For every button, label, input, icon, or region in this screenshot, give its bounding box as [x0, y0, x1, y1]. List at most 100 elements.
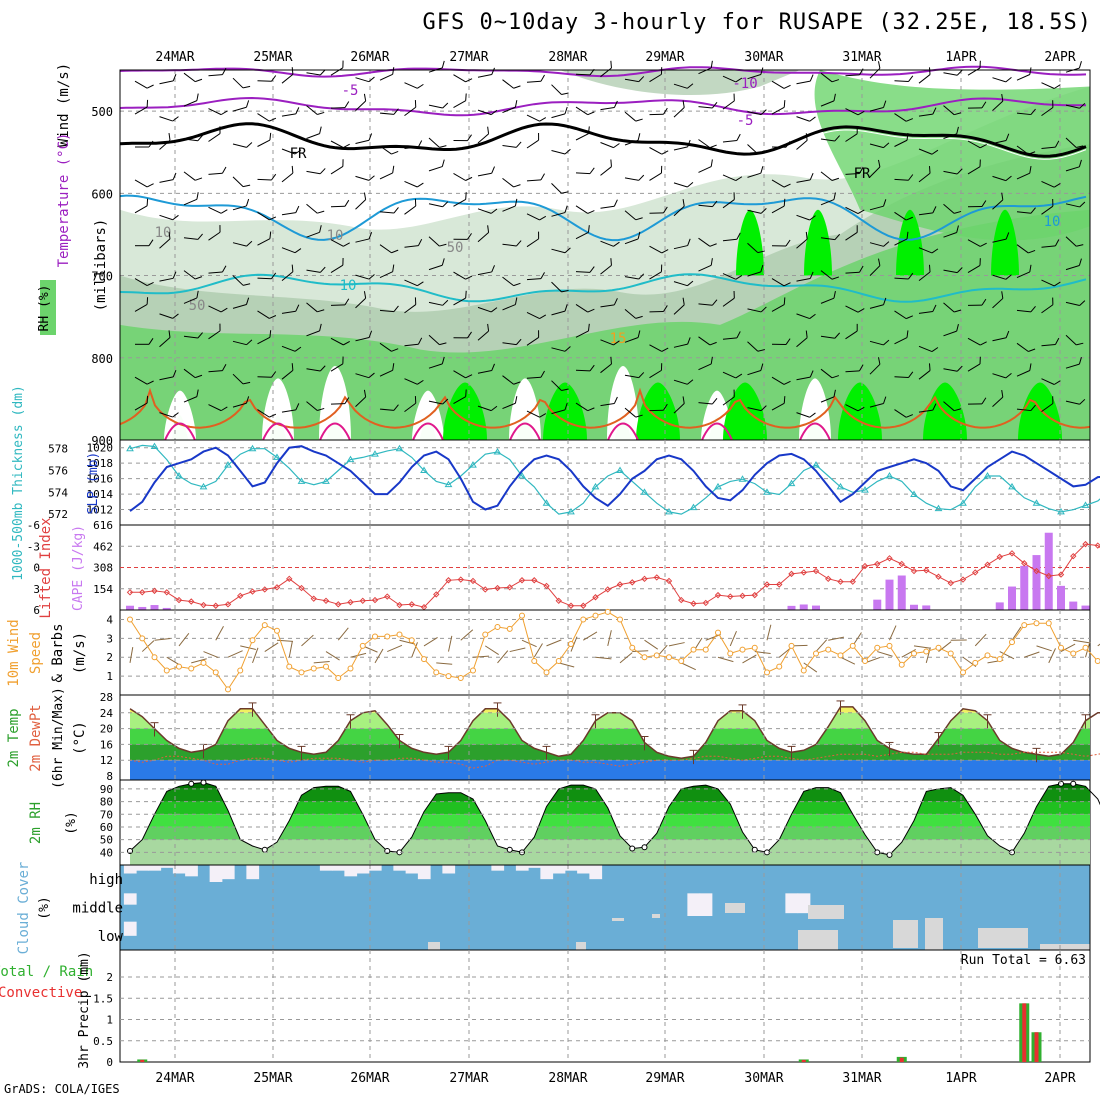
wind-barb-shaft [698, 166, 712, 173]
wind-barb-shaft [698, 363, 712, 371]
cape-bar [1044, 532, 1053, 610]
wind-barb-flag [587, 323, 590, 332]
wind-barb-flag [222, 265, 227, 273]
wind-barb-shaft [722, 75, 736, 83]
cape-bar [1069, 601, 1078, 610]
wind-barb [355, 192, 367, 210]
cloud-clear-block [185, 865, 198, 877]
wind-barb-flag [197, 134, 203, 142]
wind-barb-flag [439, 145, 447, 148]
cape-bar [799, 604, 808, 610]
wind-barb-flag [491, 363, 495, 371]
wind-barb [722, 273, 743, 280]
wind-barb-shaft [208, 172, 223, 175]
wind-barb-shaft [1065, 236, 1077, 247]
wind-barb-flag [980, 242, 987, 247]
wind-barb [232, 77, 251, 89]
wind-barb-flag [1005, 232, 1010, 240]
wind-barb [379, 342, 399, 352]
wind-speed-point [886, 642, 893, 649]
wind-barb-flag [172, 116, 179, 122]
wind-barb [183, 270, 203, 280]
wind-barb-flag [834, 332, 841, 339]
wind-barb-shaft [453, 198, 466, 207]
wind-barb [967, 159, 981, 175]
wind-barb-shaft [281, 172, 294, 183]
wind-barb-flag [442, 201, 449, 208]
wind-barb [134, 376, 154, 385]
wind-barb [673, 100, 685, 118]
wind-barb [869, 339, 890, 346]
wind-axis-label: Wind (m/s) [56, 63, 72, 147]
wind-barb-shaft [943, 232, 957, 238]
wind-barb-shaft [183, 171, 196, 181]
wind-barb [943, 168, 963, 175]
lifted-index-point [457, 576, 464, 583]
lifted-index-point [1021, 560, 1028, 567]
temp-axis-label: 2m Temp [6, 708, 22, 767]
wind-barb [1041, 239, 1060, 248]
wind-barb-flag [467, 331, 472, 339]
wind-barb-shaft [134, 376, 148, 385]
surface-wind-barb [288, 641, 293, 658]
pressure-tick-label: 700 [91, 270, 113, 284]
wind-barb-flag [242, 283, 251, 286]
wind-barb-shaft [624, 111, 637, 122]
wind-barb-shaft [624, 309, 637, 319]
wind-barb [134, 395, 149, 411]
wind-barb-flag [269, 330, 272, 338]
surface-wind-barb [227, 650, 243, 658]
wind-barb-shaft [869, 402, 884, 408]
wind-barb-flag [735, 275, 743, 280]
wind-barb-shaft [1065, 203, 1080, 208]
wind-barb-flag [295, 107, 300, 115]
wind-barb-flag [172, 370, 177, 378]
wind-barb [771, 376, 791, 385]
wind-barb-shaft [771, 80, 785, 89]
wind-barb-shaft [526, 139, 539, 149]
wind-barb-flag [561, 388, 569, 392]
cape-bar [1020, 565, 1029, 610]
lifted-index-point [298, 584, 305, 592]
wind-barb-flag [856, 225, 858, 233]
rh-point [886, 851, 893, 858]
cloud-clear-block [356, 865, 370, 874]
thickness-point [983, 471, 992, 479]
wind-barb [1016, 244, 1036, 254]
wind-barb-flag [1029, 363, 1032, 371]
wind-barb-flag [760, 405, 767, 411]
wind-barb-flag [785, 239, 791, 247]
wind-barb-flag [561, 92, 569, 96]
wind-barb [502, 141, 522, 148]
wind-barb-shaft [820, 297, 835, 304]
wind-barb-shaft [502, 145, 517, 148]
wind-barb [306, 266, 326, 273]
wind-barb-flag [467, 134, 472, 141]
cloud-unit-label: (%) [37, 896, 52, 919]
lifted-index-point [567, 602, 575, 609]
wind-barb [624, 309, 643, 319]
wind-barb-shaft [624, 177, 639, 181]
wind-barb-flag [564, 346, 571, 352]
surface-wind-barb [533, 643, 543, 658]
wind-barb-flag [465, 389, 467, 397]
wind-barb-flag [368, 330, 373, 338]
wind-barb [477, 405, 498, 412]
cloud-clear-block [123, 865, 137, 874]
wind-barb-shaft [428, 264, 443, 271]
wind-speed-point [347, 665, 354, 672]
temp-band-group [130, 706, 1090, 780]
cloud-clear-block [123, 893, 137, 905]
wind-barb-shaft [379, 244, 392, 254]
wind-barb-shaft [502, 342, 517, 346]
wind-barb [257, 173, 277, 181]
surface-wind-barb [313, 660, 330, 664]
wind-barb [747, 264, 764, 277]
wind-barb [281, 363, 294, 380]
wind-barb-flag [587, 210, 595, 214]
wind-barb-flag [439, 342, 447, 346]
slp-tick-label: 1016 [87, 473, 114, 486]
wind-barb-flag [319, 126, 322, 134]
wind-barb-shaft [722, 238, 737, 242]
wind-barb-flag [589, 167, 595, 174]
